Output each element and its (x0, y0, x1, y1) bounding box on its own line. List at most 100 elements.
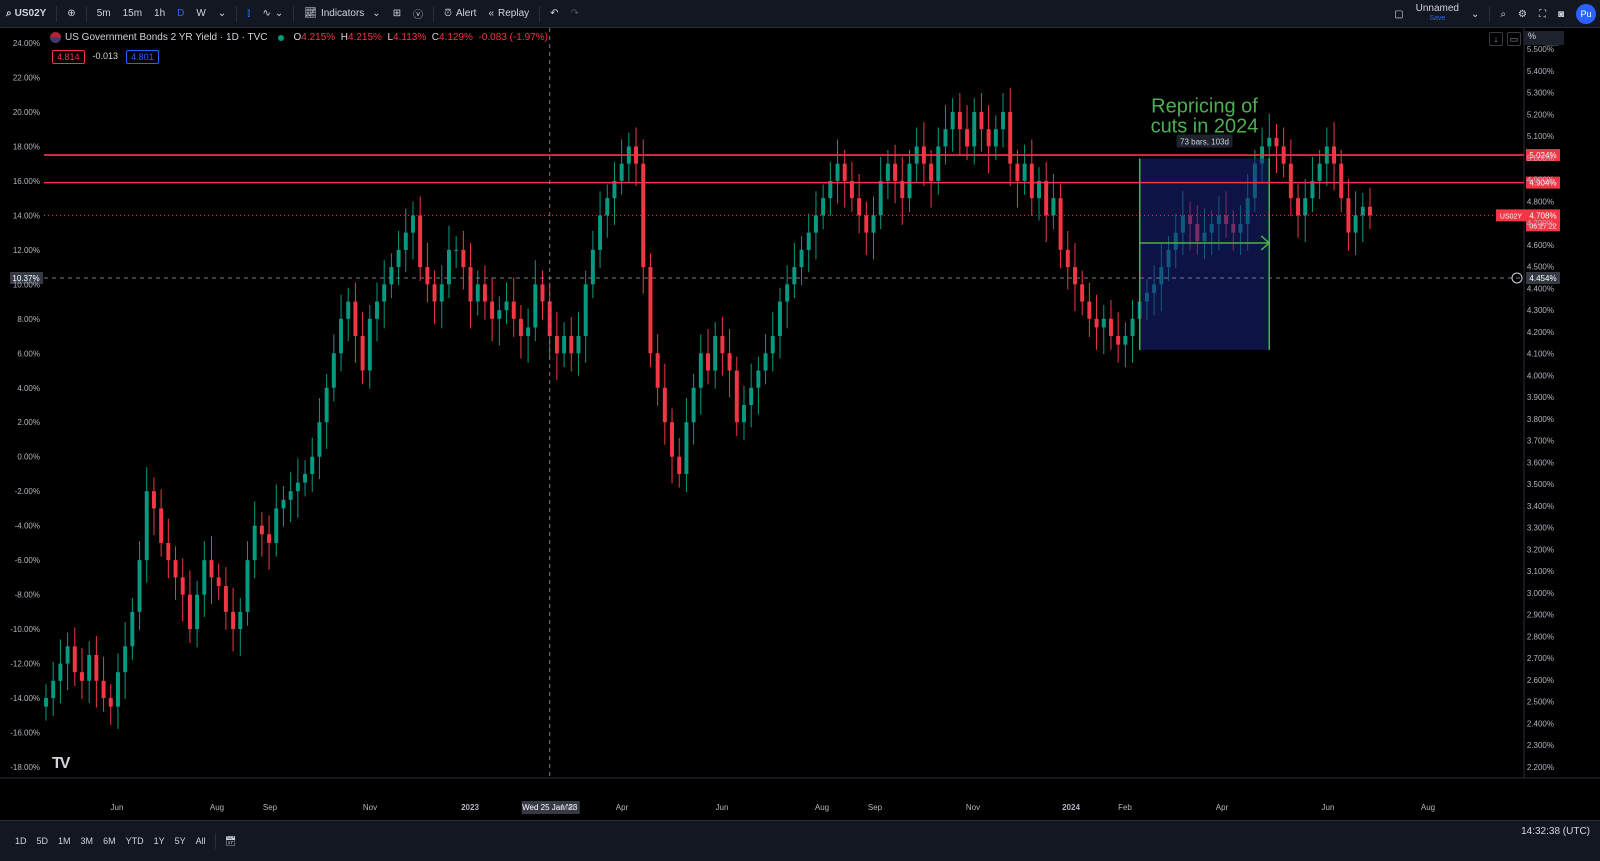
fullscreen-button[interactable]: ⛶ (1533, 0, 1552, 28)
crosshair-date-tag-bg (521, 801, 580, 814)
range-1y[interactable]: 1Y (153, 836, 165, 846)
range-all[interactable]: All (195, 836, 206, 846)
divider (214, 833, 216, 849)
candle-body (504, 301, 509, 311)
scale-mode-label[interactable]: % (1524, 31, 1564, 45)
alert-button[interactable]: ⏰︎ Alert (438, 0, 482, 28)
candle-body (202, 560, 207, 595)
candle-body (576, 336, 581, 354)
candle-body (965, 129, 970, 147)
right-axis-tick: 3.700% (1527, 437, 1554, 446)
layout-name-button[interactable]: Unnamed Save (1410, 4, 1465, 24)
line-tool-button[interactable]: ∿ ⌄ (256, 0, 289, 28)
divider (85, 5, 87, 22)
time-axis-tick: Mar (561, 803, 575, 812)
replay-button[interactable]: « Replay (482, 0, 535, 28)
indicators-button[interactable]: 📈︎ Indicators ⌄ (298, 0, 386, 28)
redo-icon: ↷ (570, 8, 579, 19)
candle-body (195, 594, 200, 630)
range-1d[interactable]: 1D (15, 836, 27, 846)
interval-dropdown[interactable]: ⌄ (212, 0, 232, 28)
candle-body (310, 456, 315, 474)
scroll-down-button[interactable]: ↓ (1489, 32, 1503, 46)
interval-15m[interactable]: 15m (122, 8, 143, 19)
interval-5m[interactable]: 5m (96, 8, 111, 19)
buy-button[interactable]: 4.801 (126, 50, 159, 64)
layout-dropdown[interactable]: ⌄ (1465, 0, 1485, 28)
candle-body (986, 129, 991, 147)
candle-body (533, 284, 538, 328)
templates-button[interactable]: ⊞ (387, 0, 407, 28)
symbol-label: US02Y (14, 8, 47, 19)
low-value: 4.113% (393, 32, 427, 43)
left-axis-tick: 18.00% (13, 142, 40, 151)
candle-body (821, 198, 826, 216)
range-ytd[interactable]: YTD (125, 836, 144, 846)
interval-d[interactable]: D (177, 8, 185, 19)
date-range-button[interactable]: 📅︎ (220, 836, 241, 847)
candle-body (1339, 163, 1344, 199)
candle-body (1094, 318, 1099, 328)
high-label: H (340, 32, 348, 43)
right-axis-tick: 4.700% (1527, 219, 1554, 228)
left-axis-tick: 8.00% (17, 315, 40, 324)
compare-symbol-button[interactable]: ⊕ (61, 0, 81, 28)
trade-buttons: 4.814 -0.013 4.801 (52, 50, 159, 64)
interval-w[interactable]: W (196, 8, 206, 19)
snapshot-button[interactable]: ◙ (1552, 0, 1570, 28)
chevron-down-icon: ⌄ (372, 8, 381, 19)
divider (433, 5, 435, 22)
candle-body (662, 387, 667, 423)
clock[interactable]: 14:32:38 (UTC) (1521, 826, 1590, 837)
range-3m[interactable]: 3M (80, 836, 94, 846)
fullscreen-icon: ⛶ (1538, 8, 1546, 20)
candle-body (641, 163, 646, 268)
candle-body (950, 111, 955, 130)
candles-icon: ⫾ (247, 8, 251, 19)
candle-body (1116, 336, 1121, 345)
annotation-text-line2: cuts in 2024 (1151, 115, 1259, 137)
level-tag-bg (1526, 149, 1560, 162)
candle-body (943, 129, 948, 147)
range-1m[interactable]: 1M (58, 836, 71, 846)
market-status-icon[interactable] (277, 34, 284, 41)
range-5d[interactable]: 5D (36, 836, 49, 846)
range-6m[interactable]: 6M (103, 836, 116, 846)
settings-button[interactable]: ⚙ (1512, 0, 1533, 28)
candle-body (1317, 163, 1322, 181)
range-5y[interactable]: 5Y (174, 836, 186, 846)
interval-1h[interactable]: 1h (154, 8, 166, 19)
layout-button[interactable]: ▢ (1388, 0, 1409, 28)
undo-button[interactable]: ↶ (544, 0, 564, 28)
time-axis-tick: Jun (111, 803, 124, 812)
candle-body (468, 267, 473, 302)
top-right-controls: ▢ Unnamed Save ⌄ ⌕ ⚙ ⛶ ◙ Pu (1388, 0, 1600, 28)
left-axis-tick: 24.00% (13, 39, 40, 48)
maximize-pane-button[interactable]: ▭ (1507, 32, 1521, 46)
candle-body (993, 129, 998, 147)
symbol-search-button[interactable]: ⌕ US02Y (0, 0, 52, 28)
right-axis-tick: 4.600% (1527, 241, 1554, 250)
candle-body (1037, 180, 1041, 199)
open-value: 4.215% (301, 32, 336, 43)
redo-button[interactable]: ↷ (565, 0, 585, 28)
publish-button[interactable]: Pu (1576, 4, 1596, 24)
candle-body (849, 180, 854, 199)
left-axis-tick: -12.00% (10, 660, 40, 669)
chart-type-button[interactable]: ⫾ (241, 0, 256, 28)
right-axis-tick: 5.300% (1527, 89, 1554, 98)
add-alert-icon (1511, 272, 1523, 284)
quick-search-button[interactable]: ⌕ (1494, 0, 1512, 28)
templates-dropdown[interactable]: ⓥ (407, 0, 429, 28)
time-axis-tick: Nov (363, 803, 377, 812)
candle-body (346, 301, 351, 319)
legend-title[interactable]: US Government Bonds 2 YR Yield · 1D · TV… (65, 32, 268, 43)
candle-body (900, 180, 905, 199)
candle-body (1080, 284, 1085, 302)
sell-button[interactable]: 4.814 (52, 50, 85, 64)
chevron-down-icon: ⌄ (217, 8, 227, 19)
divider (1489, 6, 1491, 22)
candles-layer (44, 87, 1372, 730)
candle-body (288, 491, 293, 500)
